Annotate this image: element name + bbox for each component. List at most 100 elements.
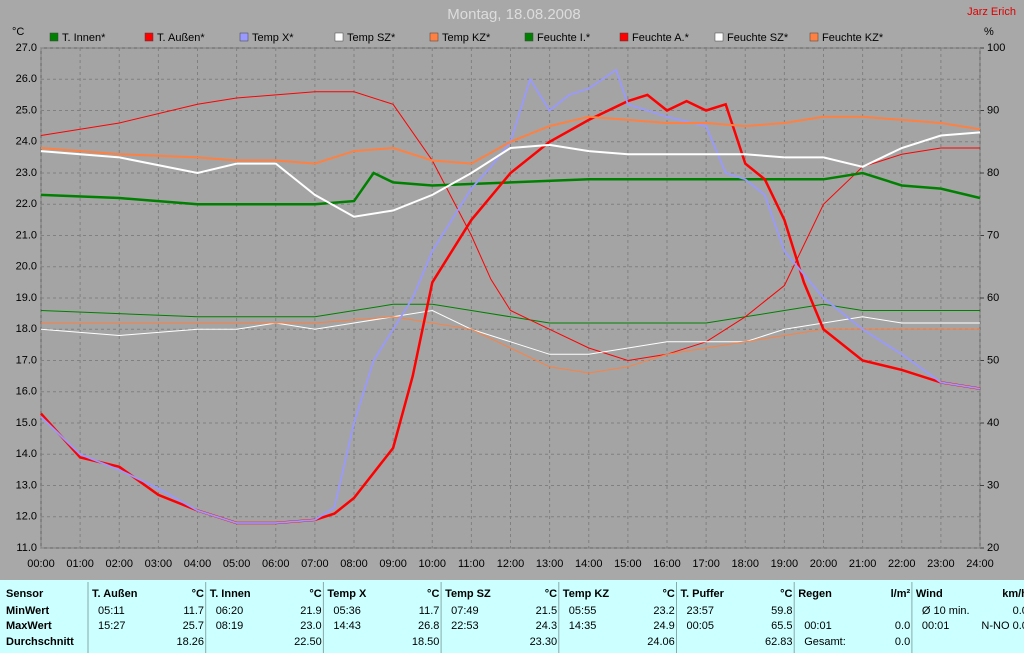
- x-tick-label: 06:00: [262, 558, 290, 570]
- cell-label: 14:43: [333, 620, 361, 632]
- y-tick-label: 12.0: [16, 511, 37, 523]
- x-tick-label: 23:00: [927, 558, 955, 570]
- x-tick-label: 21:00: [849, 558, 877, 570]
- column-header: T. Außen: [92, 588, 138, 600]
- x-tick-label: 00:00: [27, 558, 55, 570]
- x-tick-label: 22:00: [888, 558, 916, 570]
- column-unit: °C: [309, 588, 321, 600]
- cell-value: 26.8: [418, 620, 439, 632]
- legend-swatch: [144, 32, 154, 42]
- cell-value: 23.2: [653, 605, 674, 617]
- y-tick-label: 24.0: [16, 136, 37, 148]
- cell-label: 15:27: [98, 620, 126, 632]
- cell-value: 24.3: [536, 620, 557, 632]
- y-tick-label: 23.0: [16, 167, 37, 179]
- cell-value: 18.50: [412, 636, 440, 648]
- y-tick-label: 22.0: [16, 198, 37, 210]
- column-unit: °C: [192, 588, 204, 600]
- column-header: Wind: [916, 588, 943, 600]
- row-label: MinWert: [6, 605, 50, 617]
- row-label: Durchschnitt: [6, 636, 74, 648]
- y-tick-label: 18.0: [16, 323, 37, 335]
- legend-swatch: [429, 32, 439, 42]
- y-tick-label: 15.0: [16, 417, 37, 429]
- x-tick-label: 11:00: [458, 558, 485, 570]
- x-tick-label: 17:00: [692, 558, 720, 570]
- cell-label: 05:55: [569, 605, 597, 617]
- cell-value: 21.9: [300, 605, 321, 617]
- series-line: [41, 316, 980, 374]
- cell-value: 22.50: [294, 636, 322, 648]
- cell-label: 05:36: [333, 605, 361, 617]
- cell-value: 25.7: [183, 620, 204, 632]
- legend-swatch: [334, 32, 344, 42]
- cell-value: N-NO 0.0: [981, 620, 1024, 632]
- row-label: MaxWert: [6, 620, 52, 632]
- cell-value: 11.7: [419, 605, 440, 617]
- column-header: Regen: [798, 588, 832, 600]
- y2-tick-label: 40: [987, 417, 999, 429]
- legend-label: Feuchte I.*: [537, 32, 591, 44]
- legend-label: Temp SZ*: [347, 32, 396, 44]
- x-tick-label: 01:00: [66, 558, 94, 570]
- cell-value: 59.8: [771, 605, 792, 617]
- y-tick-label: 26.0: [16, 73, 37, 85]
- x-tick-label: 24:00: [966, 558, 994, 570]
- column-unit: km/h: [1002, 588, 1024, 600]
- x-tick-label: 15:00: [614, 558, 642, 570]
- x-tick-label: 03:00: [145, 558, 173, 570]
- cell-value: 0.0: [895, 636, 910, 648]
- cell-value: 0.0: [1013, 605, 1024, 617]
- cell-label: 05:11: [98, 605, 125, 617]
- legend-label: T. Innen*: [62, 32, 106, 44]
- y2-tick-label: 50: [987, 354, 999, 366]
- x-tick-label: 19:00: [771, 558, 799, 570]
- x-tick-label: 08:00: [340, 558, 368, 570]
- x-tick-label: 05:00: [223, 558, 251, 570]
- column-header: Temp X: [327, 588, 367, 600]
- cell-value: 23.0: [300, 620, 321, 632]
- y-tick-label: 20.0: [16, 261, 37, 273]
- y-tick-label: 21.0: [16, 229, 37, 241]
- column-unit: °C: [545, 588, 557, 600]
- x-tick-label: 14:00: [575, 558, 603, 570]
- y2-tick-label: 80: [987, 167, 999, 179]
- table-background: [0, 580, 1024, 653]
- x-tick-label: 07:00: [301, 558, 329, 570]
- cell-label: 00:05: [687, 620, 715, 632]
- x-tick-label: 09:00: [379, 558, 407, 570]
- chart-title: Montag, 18.08.2008: [447, 6, 580, 23]
- column-unit: °C: [427, 588, 439, 600]
- cell-value: 18.26: [176, 636, 204, 648]
- legend-swatch: [714, 32, 724, 42]
- cell-label: 23:57: [687, 605, 715, 617]
- column-header: Temp KZ: [563, 588, 610, 600]
- y2-tick-label: 20: [987, 542, 999, 554]
- cell-value: 11.7: [183, 605, 204, 617]
- y-tick-label: 17.0: [16, 354, 37, 366]
- series-line: [40, 309, 980, 355]
- cell-value: 0.0: [895, 620, 910, 632]
- y-tick-label: 25.0: [16, 104, 37, 116]
- cell-value: 24.06: [647, 636, 675, 648]
- cell-label: 06:20: [216, 605, 244, 617]
- legend-swatch: [524, 32, 534, 42]
- column-header: Temp SZ: [445, 588, 491, 600]
- cell-label: 00:01: [922, 620, 950, 632]
- x-tick-label: 04:00: [184, 558, 212, 570]
- x-tick-label: 02:00: [105, 558, 133, 570]
- column-header: T. Innen: [210, 588, 251, 600]
- y2-tick-label: 60: [987, 292, 999, 304]
- y2-tick-label: 70: [987, 229, 999, 241]
- y2-tick-label: 100: [987, 42, 1005, 54]
- cell-label: 08:19: [216, 620, 244, 632]
- cell-value: 24.9: [653, 620, 674, 632]
- legend-label: Temp KZ*: [442, 32, 491, 44]
- y-tick-label: 16.0: [16, 386, 37, 398]
- author: Jarz Erich: [967, 6, 1016, 18]
- x-tick-label: 10:00: [418, 558, 446, 570]
- x-tick-label: 13:00: [536, 558, 564, 570]
- y2-unit: %: [984, 26, 994, 38]
- column-header: T. Puffer: [681, 588, 725, 600]
